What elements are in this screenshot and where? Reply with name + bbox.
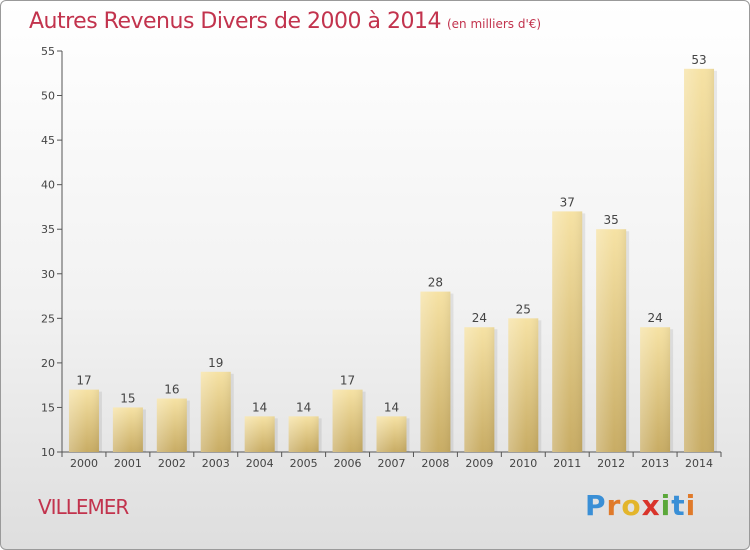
- place-name: VILLEMER: [38, 495, 129, 519]
- x-tick-label: 2001: [114, 457, 142, 470]
- bar-value-label: 24: [647, 311, 662, 325]
- x-tick-label: 2009: [465, 457, 493, 470]
- bar-shine: [640, 327, 671, 452]
- y-tick-label: 50: [41, 90, 55, 103]
- bar-shine: [684, 68, 715, 453]
- bar-value-label: 15: [120, 391, 135, 405]
- chart-unit-note: (en milliers d'€): [446, 17, 542, 31]
- y-tick-label: 30: [41, 268, 55, 281]
- x-tick-label: 2005: [290, 457, 318, 470]
- y-tick-label: 45: [41, 134, 55, 147]
- bar-value-label: 53: [691, 53, 706, 67]
- bar-value-label: 19: [208, 356, 223, 370]
- bar-shine: [112, 407, 143, 452]
- logo-letter: i: [660, 489, 672, 522]
- bar-shine: [596, 229, 627, 452]
- bar-shine: [376, 416, 407, 452]
- bar-shine: [420, 291, 451, 452]
- bar-shine: [200, 371, 231, 452]
- chart-title: Autres Revenus Divers de 2000 à 2014 (en …: [29, 9, 541, 34]
- x-tick-label: 2002: [158, 457, 186, 470]
- x-tick-label: 2011: [553, 457, 581, 470]
- chart-title-text: Autres Revenus Divers de 2000 à 2014: [29, 9, 441, 34]
- logo-letter: i: [685, 489, 697, 522]
- logo-letter: t: [671, 489, 686, 522]
- bar-value-label: 14: [384, 400, 399, 414]
- bar-shine: [508, 318, 539, 452]
- x-tick-label: 2007: [378, 457, 406, 470]
- x-tick-label: 2008: [421, 457, 449, 470]
- bar-shine: [156, 398, 187, 452]
- x-tick-label: 2014: [685, 457, 713, 470]
- bar-shine: [552, 211, 583, 452]
- bar-shine: [332, 389, 363, 452]
- y-tick-label: 35: [41, 223, 55, 236]
- y-tick-label: 55: [41, 45, 55, 58]
- y-tick-label: 20: [41, 357, 55, 370]
- bar-value-label: 37: [560, 195, 575, 209]
- x-tick-label: 2013: [641, 457, 669, 470]
- bar-value-label: 14: [296, 400, 311, 414]
- bar-shine: [464, 327, 495, 452]
- logo-letter: P: [585, 489, 607, 522]
- logo-letter: o: [621, 489, 642, 522]
- bar-value-label: 35: [604, 213, 619, 227]
- bar-value-label: 17: [340, 374, 355, 388]
- bar-value-label: 25: [516, 302, 531, 316]
- y-axis: 10 15 20 25 30 35 40 45 50 55: [41, 45, 63, 459]
- bar-shine: [68, 389, 99, 452]
- bar-value-label: 14: [252, 400, 267, 414]
- bar-value-label: 28: [428, 276, 443, 290]
- logo-letter: x: [641, 489, 661, 522]
- bar-value-label: 16: [164, 383, 179, 397]
- data-labels: 17 15 16 19 14 14 17 14 28 24 25 37 35 24 53: [76, 53, 706, 415]
- x-axis: 2000 2001 2002 2003 2004 2005 2006 2007 2008 2009…: [61, 451, 722, 470]
- bars: [68, 68, 718, 453]
- y-tick-label: 10: [41, 446, 55, 459]
- x-tick-label: 2012: [597, 457, 625, 470]
- proxiti-logo: Proxiti: [585, 489, 696, 522]
- x-tick-label: 2004: [246, 457, 274, 470]
- x-tick-label: 2000: [70, 457, 98, 470]
- bar-shine: [244, 416, 275, 452]
- x-tick-label: 2003: [202, 457, 230, 470]
- bar-shine: [288, 416, 319, 452]
- logo-letter: r: [606, 489, 622, 522]
- y-tick-label: 25: [41, 312, 55, 325]
- x-tick-label: 2010: [509, 457, 537, 470]
- y-tick-label: 15: [41, 401, 55, 414]
- bar-value-label: 17: [76, 374, 91, 388]
- bar-value-label: 24: [472, 311, 487, 325]
- x-tick-label: 2006: [334, 457, 362, 470]
- y-tick-label: 40: [41, 179, 55, 192]
